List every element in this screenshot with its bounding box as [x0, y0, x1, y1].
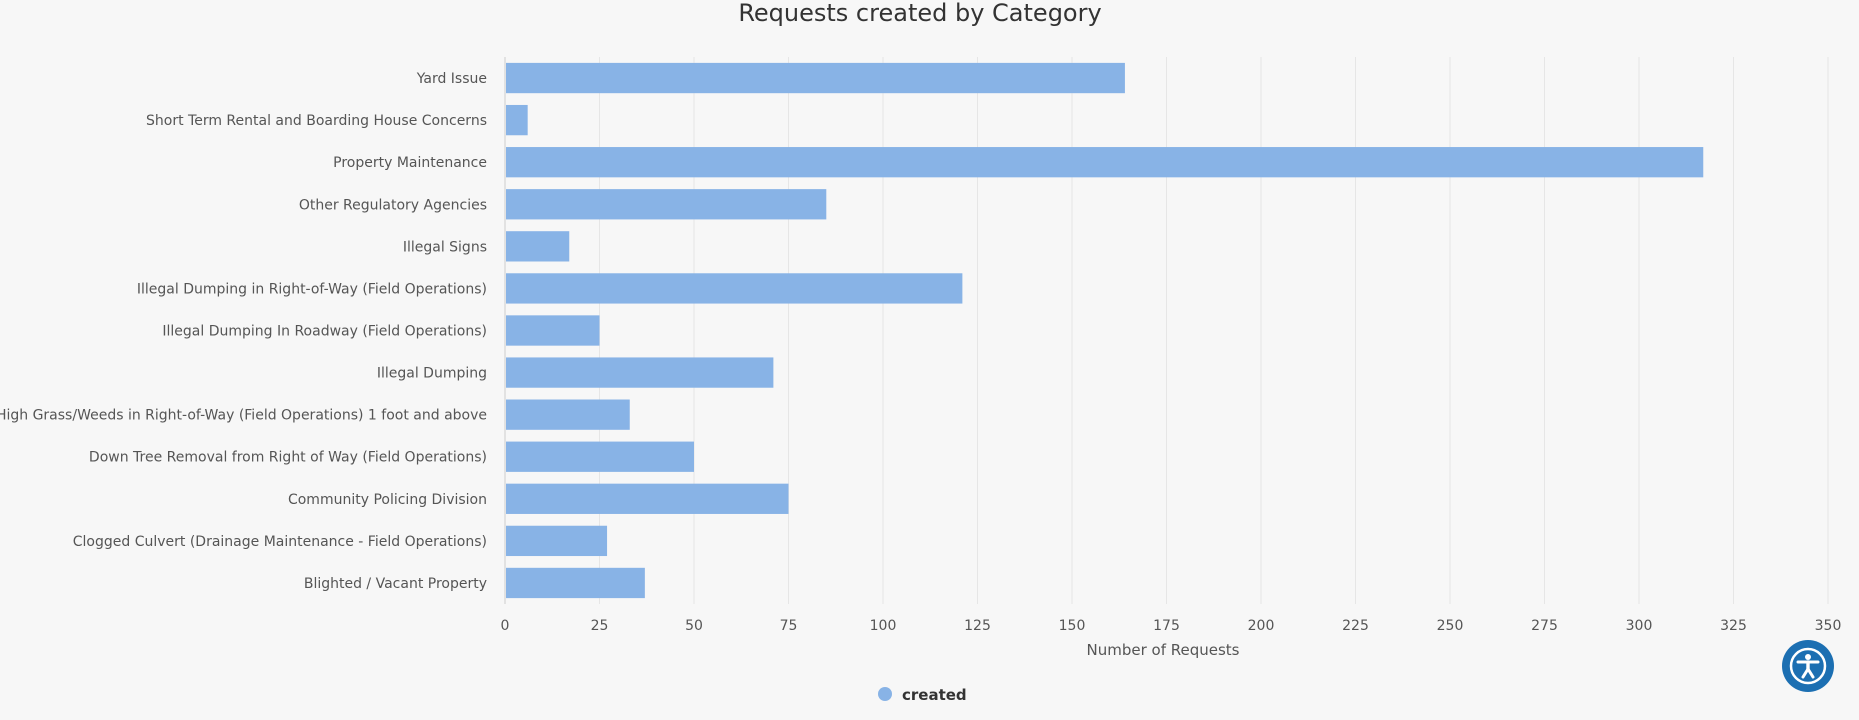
accessibility-button[interactable]: [1782, 640, 1834, 692]
legend[interactable]: created: [878, 686, 967, 704]
category-label: High Grass/Weeds in Right-of-Way (Field …: [0, 408, 487, 424]
x-tick-label: 25: [591, 618, 609, 634]
category-label: Illegal Dumping In Roadway (Field Operat…: [162, 324, 487, 340]
category-label: Community Policing Division: [288, 492, 487, 508]
x-tick-label: 100: [870, 618, 897, 634]
x-tick-label: 300: [1626, 618, 1653, 634]
gridlines: [504, 57, 1829, 604]
x-tick-label: 250: [1437, 618, 1464, 634]
x-tick-label: 75: [780, 618, 798, 634]
bar[interactable]: [506, 315, 600, 346]
x-tick-label: 0: [501, 618, 510, 634]
x-tick-label: 225: [1342, 618, 1369, 634]
category-label: Illegal Dumping: [377, 366, 487, 382]
chart-title: Requests created by Category: [738, 0, 1101, 27]
bar[interactable]: [506, 441, 694, 472]
x-tick-label: 125: [964, 618, 991, 634]
bar[interactable]: [506, 525, 608, 557]
x-tick-label: 150: [1059, 618, 1086, 634]
x-tick-label: 50: [685, 618, 703, 634]
category-axis: Yard Issue Short Term Rental and Boarding…: [0, 57, 506, 604]
x-axis-title: Number of Requests: [1087, 641, 1240, 659]
category-label: Illegal Signs: [403, 239, 487, 255]
bar[interactable]: [506, 483, 789, 514]
bar[interactable]: [506, 104, 528, 136]
legend-marker-created[interactable]: [878, 687, 892, 701]
bar[interactable]: [506, 357, 774, 388]
category-label: Other Regulatory Agencies: [299, 197, 487, 213]
category-label: Yard Issue: [416, 71, 487, 87]
x-tick-label: 175: [1153, 618, 1180, 634]
category-label: Short Term Rental and Boarding House Con…: [146, 113, 487, 129]
bar[interactable]: [506, 399, 630, 430]
value-axis: 0 25 50 75 100 125 150 175 200 225 250 275 300 325 350: [501, 618, 1842, 634]
category-label: Blighted / Vacant Property: [304, 576, 487, 592]
bar[interactable]: [506, 567, 645, 599]
bar-series-created: [506, 62, 1704, 599]
category-label: Clogged Culvert (Drainage Maintenance - …: [73, 534, 487, 550]
category-label: Illegal Dumping in Right-of-Way (Field O…: [137, 281, 487, 297]
category-label: Property Maintenance: [333, 155, 487, 171]
accessibility-icon: [1789, 647, 1827, 685]
bar[interactable]: [506, 189, 827, 220]
bar[interactable]: [506, 273, 963, 304]
x-tick-label: 200: [1248, 618, 1275, 634]
bar[interactable]: [506, 231, 570, 262]
bar[interactable]: [506, 62, 1125, 94]
x-tick-label: 350: [1815, 618, 1842, 634]
category-label: Down Tree Removal from Right of Way (Fie…: [89, 450, 487, 466]
bar[interactable]: [506, 147, 1704, 178]
x-tick-label: 275: [1531, 618, 1558, 634]
legend-label-created[interactable]: created: [902, 686, 967, 704]
x-tick-label: 325: [1720, 618, 1747, 634]
